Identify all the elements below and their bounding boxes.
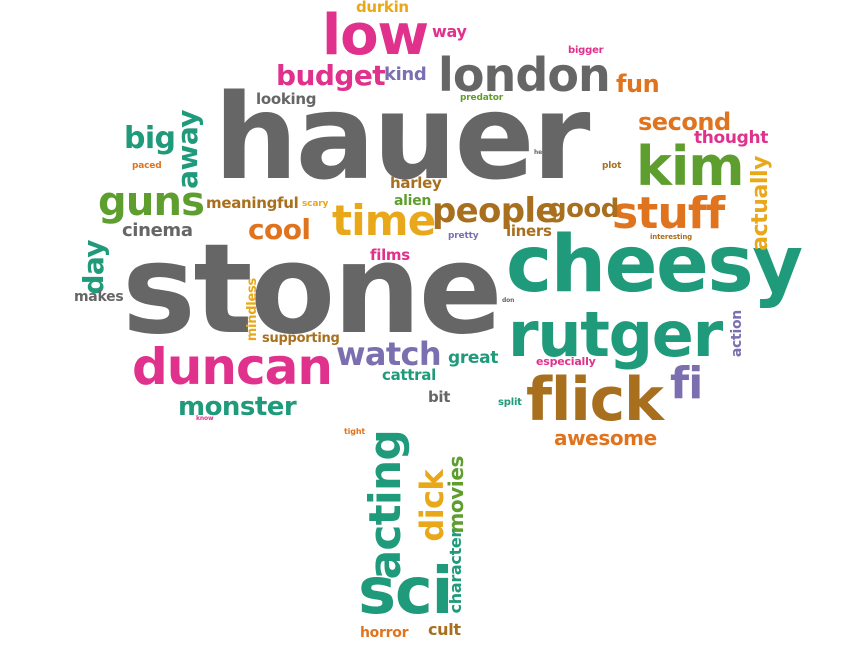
word-awesome: awesome	[554, 426, 657, 450]
word-cool: cool	[248, 213, 311, 246]
word-time: time	[332, 196, 436, 245]
word-mindless: mindless	[245, 278, 260, 342]
word-people: people	[432, 191, 558, 231]
word-bigger: bigger	[568, 45, 604, 56]
word-films: films	[370, 246, 410, 264]
word-harley: harley	[390, 174, 442, 192]
word-stuff: stuff	[612, 188, 725, 239]
word-flick: flick	[526, 365, 664, 435]
word-rutger: rutger	[508, 298, 723, 371]
word-scary: scary	[302, 199, 329, 209]
word-london: london	[438, 48, 611, 102]
word-cattral: cattral	[382, 366, 436, 384]
word-second: second	[638, 108, 731, 136]
word-fun: fun	[616, 70, 660, 98]
word-hell: hell	[534, 149, 546, 156]
word-tight: tight	[344, 427, 366, 436]
word-thought: thought	[694, 128, 769, 148]
word-makes: makes	[74, 289, 124, 305]
word-stone: stone	[122, 218, 503, 362]
word-guns: guns	[98, 179, 205, 225]
word-cheesy: cheesy	[506, 220, 803, 310]
word-big: big	[124, 121, 176, 156]
word-meaningful: meaningful	[206, 194, 299, 212]
word-hauer: hauer	[214, 68, 590, 206]
word-kind: kind	[384, 64, 427, 85]
word-interesting: interesting	[650, 233, 693, 241]
word-away: away	[171, 110, 204, 189]
word-budget: budget	[276, 59, 386, 92]
word-duncan: duncan	[132, 338, 333, 396]
word-character: character	[446, 530, 465, 614]
word-predator: predator	[460, 93, 503, 103]
word-watch: watch	[336, 335, 442, 373]
word-don: don	[502, 297, 515, 304]
word-good: good	[548, 194, 619, 224]
word-supporting: supporting	[262, 331, 340, 346]
word-action: action	[729, 310, 745, 358]
word-horror: horror	[360, 625, 409, 641]
word-looking: looking	[256, 90, 317, 108]
word-cinema: cinema	[122, 220, 193, 241]
word-kim: kim	[636, 135, 745, 198]
word-great: great	[448, 348, 498, 368]
word-plot: plot	[602, 161, 622, 171]
word-especially: especially	[536, 355, 596, 368]
word-sci: sci	[358, 555, 453, 629]
word-acting: acting	[360, 430, 411, 580]
word-way: way	[432, 22, 467, 41]
word-durkin: durkin	[356, 0, 409, 16]
word-liners: liners	[506, 222, 552, 240]
word-fi: fi	[670, 358, 703, 409]
word-day: day	[77, 240, 110, 295]
word-bit: bit	[428, 388, 451, 406]
word-movies: movies	[444, 456, 468, 534]
word-paced: paced	[132, 161, 162, 171]
word-know: know	[196, 415, 214, 422]
word-actually: actually	[748, 156, 773, 251]
word-pretty: pretty	[448, 231, 479, 241]
word-split: split	[498, 397, 522, 408]
word-low: low	[322, 3, 429, 68]
word-cult: cult	[428, 620, 461, 639]
word-monster: monster	[178, 392, 297, 422]
word-alien: alien	[394, 193, 432, 209]
